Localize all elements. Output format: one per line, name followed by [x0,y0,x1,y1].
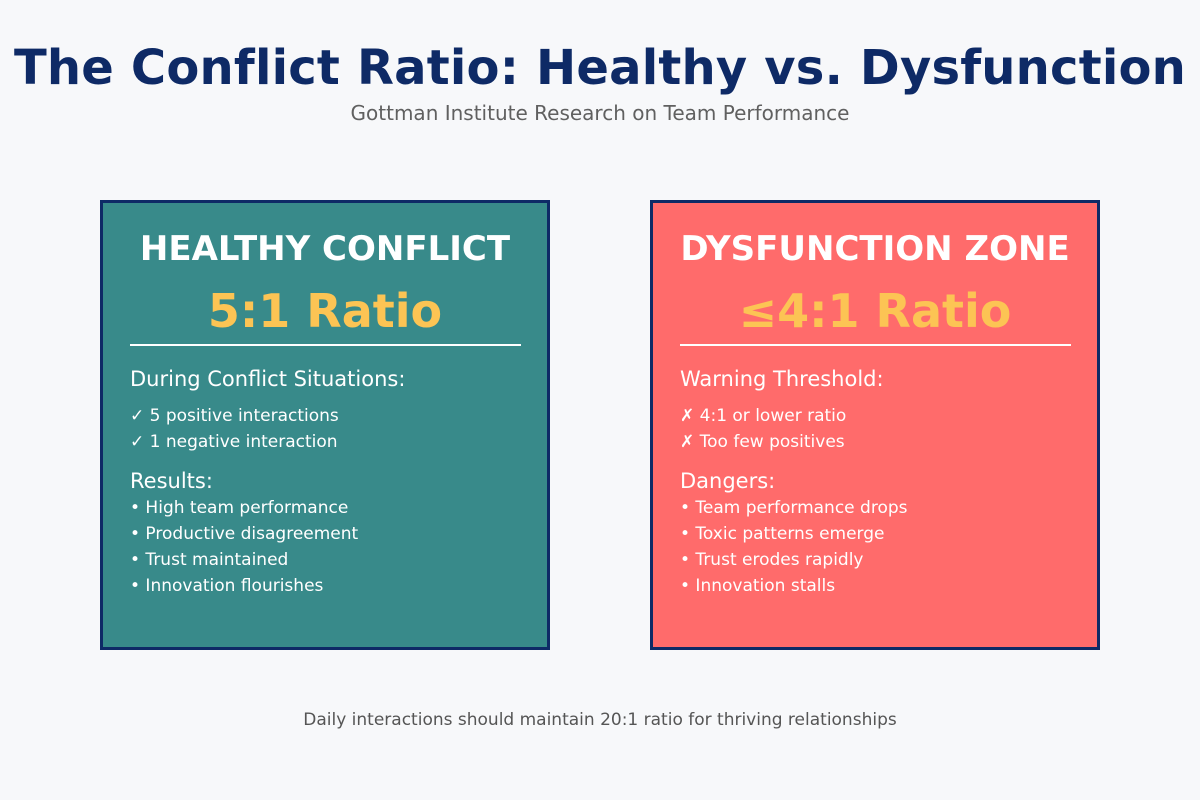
list-item: • Toxic patterns emerge [680,524,885,544]
divider [680,344,1071,346]
footer-note: Daily interactions should maintain 20:1 … [303,710,897,730]
list-item: • Team performance drops [680,498,908,518]
card-heading: HEALTHY CONFLICT [139,229,511,269]
list-item: ✗ Too few positives [680,432,845,452]
card-ratio: ≤4:1 Ratio [738,284,1012,338]
page-title: The Conflict Ratio: Healthy vs. Dysfunct… [13,40,1187,96]
card-ratio: 5:1 Ratio [207,284,443,338]
list-item: ✓ 1 negative interaction [130,432,338,452]
section-label: Dangers: [680,469,776,493]
outcomes-list: • High team performance • Productive dis… [130,495,358,599]
list-item: • Productive disagreement [130,524,359,544]
dysfunction-zone-card: DYSFUNCTION ZONE ≤4:1 Ratio Warning Thre… [650,200,1100,650]
list-item: ✓ 5 positive interactions [130,406,339,426]
list-item: • High team performance [130,498,349,518]
criteria-list: ✓ 5 positive interactions ✓ 1 negative i… [130,403,339,455]
criteria-list: ✗ 4:1 or lower ratio ✗ Too few positives [680,403,846,455]
list-item: • Innovation stalls [680,576,836,596]
healthy-conflict-card: HEALTHY CONFLICT 5:1 Ratio During Confli… [100,200,550,650]
section-label: During Conflict Situations: [130,367,406,391]
section-label: Results: [130,469,213,493]
section-label: Warning Threshold: [680,367,884,391]
list-item: • Innovation flourishes [130,576,324,596]
list-item: • Trust maintained [130,550,289,570]
list-item: • Trust erodes rapidly [680,550,864,570]
card-heading: DYSFUNCTION ZONE [680,229,1070,269]
page-subtitle: Gottman Institute Research on Team Perfo… [350,101,850,125]
outcomes-list: • Team performance drops • Toxic pattern… [680,495,908,599]
divider [130,344,521,346]
list-item: ✗ 4:1 or lower ratio [680,406,847,426]
